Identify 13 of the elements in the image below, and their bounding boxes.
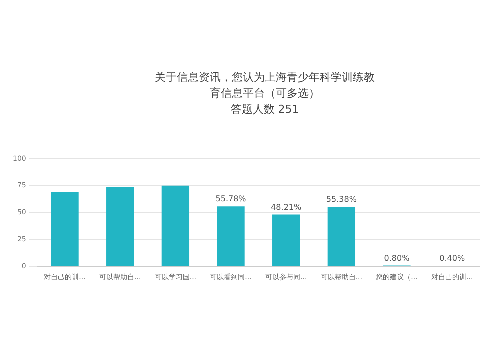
data-label: 55.78% [216,194,247,204]
chart-title: 关于信息资讯，您认为上海青少年科学训练教育信息平台（可多选） [155,70,375,102]
bar [162,186,190,266]
chart-subtitle: 答题人数 251 [230,102,300,118]
data-label: 0.80% [384,254,410,263]
bar [106,186,134,266]
data-label: 0.40% [440,254,466,264]
bar [328,207,356,266]
bar [217,206,245,266]
bar [272,214,300,266]
data-label: 48.21% [271,202,302,212]
data-label: 55.38% [326,195,358,204]
bar [51,192,79,266]
